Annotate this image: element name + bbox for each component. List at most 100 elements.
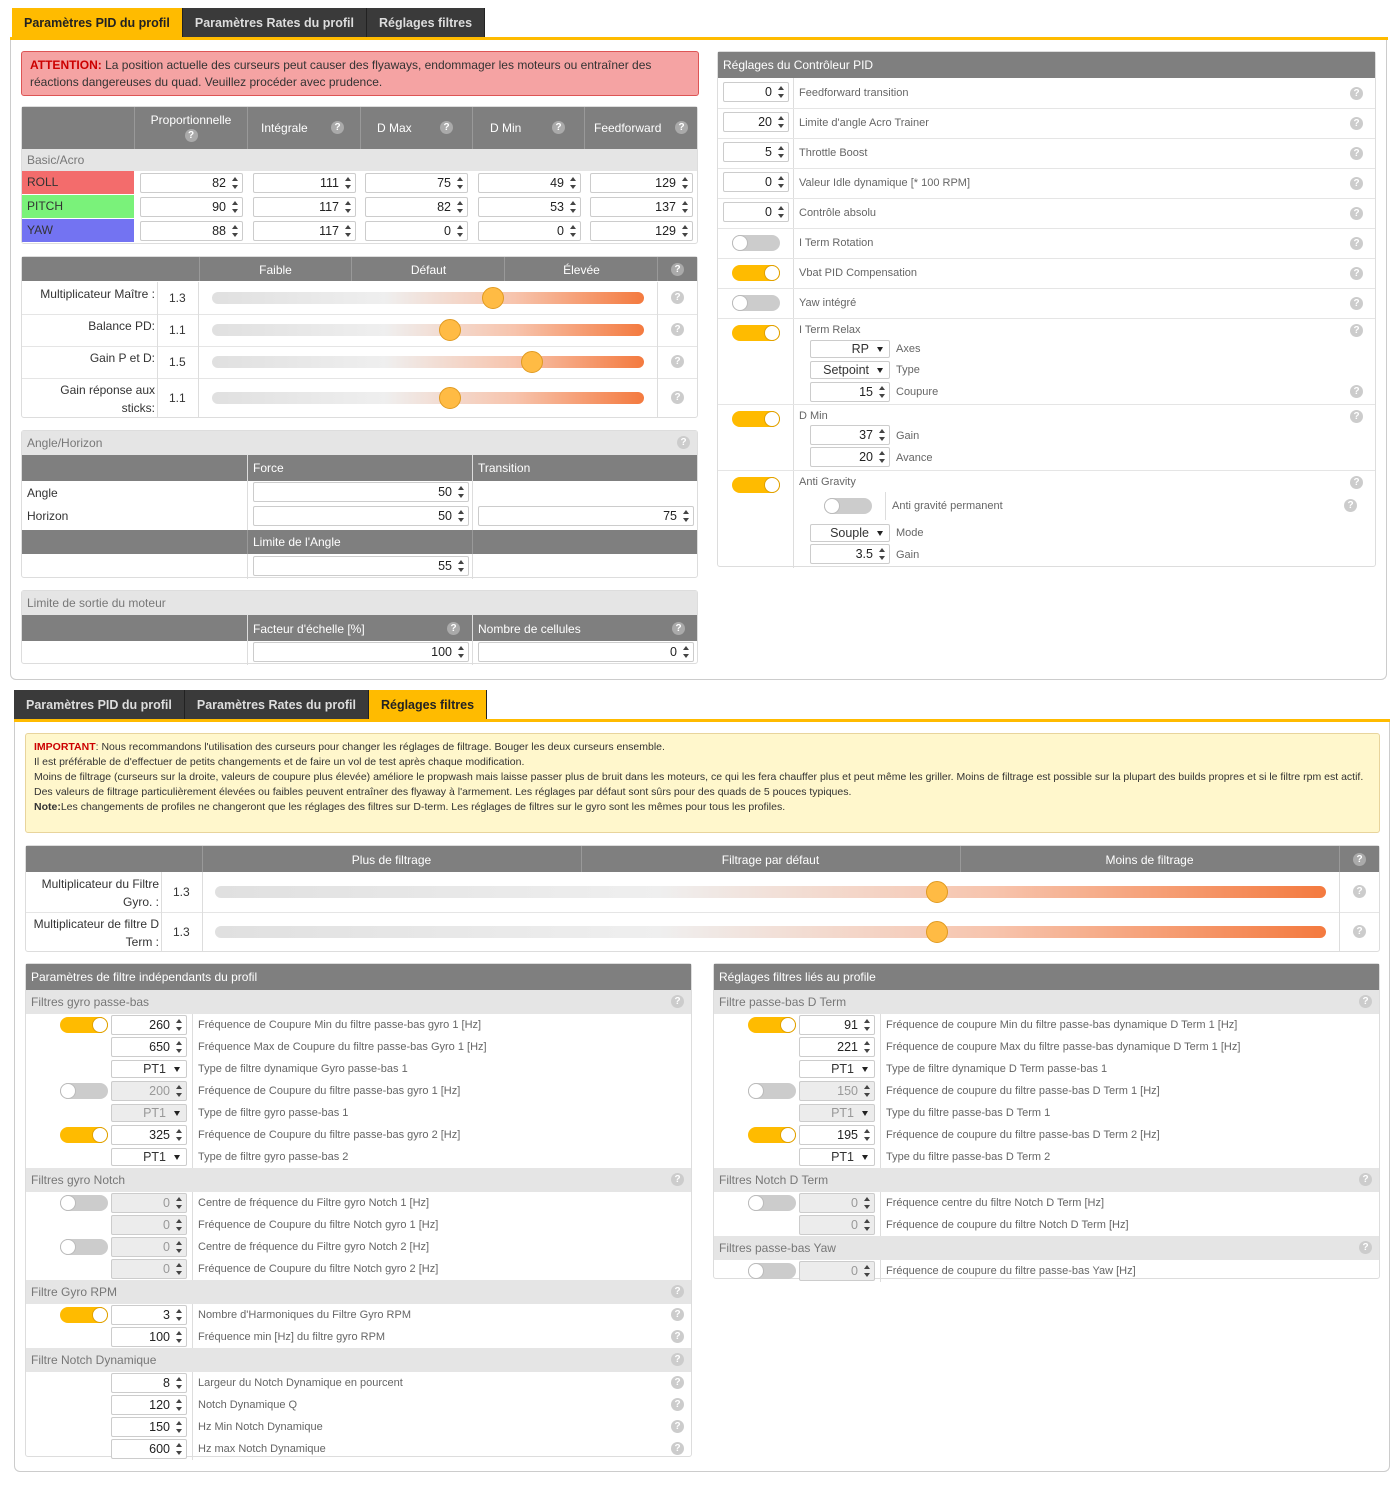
slider-track[interactable] xyxy=(212,356,644,368)
relax-cutoff-input[interactable]: 15 xyxy=(810,382,890,402)
filter-input[interactable]: 260 xyxy=(111,1015,187,1035)
pid-pitch-input[interactable]: 90 xyxy=(140,197,243,217)
filter-input[interactable]: 325 xyxy=(111,1125,187,1145)
cell-count-input[interactable]: 0 xyxy=(478,642,694,662)
slider-track[interactable] xyxy=(212,324,644,336)
ctrl-input[interactable]: 0 xyxy=(723,82,789,102)
ag-mode-select[interactable]: Souple xyxy=(810,524,890,542)
pid-yaw-input[interactable]: 88 xyxy=(140,221,243,241)
horizon-transition-input[interactable]: 75 xyxy=(478,506,694,526)
filter-toggle[interactable] xyxy=(748,1263,796,1279)
help-icon[interactable]: ? xyxy=(1350,410,1363,423)
ctrl-toggle[interactable] xyxy=(732,295,780,311)
filter-input[interactable]: 0 xyxy=(799,1193,875,1213)
help-icon[interactable]: ? xyxy=(1350,324,1363,337)
filter-input[interactable]: 200 xyxy=(111,1081,187,1101)
filter-input[interactable]: 3 xyxy=(111,1305,187,1325)
filter-input[interactable]: 0 xyxy=(799,1261,875,1281)
filter-input[interactable]: 0 xyxy=(111,1237,187,1257)
filter-input[interactable]: 150 xyxy=(799,1081,875,1101)
tab-filters[interactable]: Réglages filtres xyxy=(366,8,486,38)
filter-toggle[interactable] xyxy=(60,1195,108,1211)
filter-toggle[interactable] xyxy=(748,1083,796,1099)
help-icon[interactable]: ? xyxy=(331,121,344,134)
help-icon[interactable]: ? xyxy=(1350,87,1363,100)
slider-handle[interactable] xyxy=(926,921,949,943)
help-icon[interactable]: ? xyxy=(1353,885,1366,898)
filter-toggle[interactable] xyxy=(60,1239,108,1255)
ag-gain-input[interactable]: 3.5 xyxy=(810,544,890,564)
help-icon[interactable]: ? xyxy=(671,1376,684,1389)
help-icon[interactable]: ? xyxy=(1359,995,1372,1008)
slider-track[interactable] xyxy=(212,292,644,304)
filter-input[interactable]: 8 xyxy=(111,1373,187,1393)
pid-pitch-input[interactable]: 137 xyxy=(590,197,693,217)
ctrl-input[interactable]: 0 xyxy=(723,172,789,192)
pid-yaw-input[interactable]: 0 xyxy=(478,221,581,241)
help-icon[interactable]: ? xyxy=(1350,177,1363,190)
help-icon[interactable]: ? xyxy=(1350,207,1363,220)
filter-input[interactable]: 650 xyxy=(111,1037,187,1057)
angle-limit-input[interactable]: 55 xyxy=(253,556,469,576)
filter-toggle[interactable] xyxy=(748,1017,796,1033)
filter-type-select[interactable]: PT1 xyxy=(799,1060,875,1078)
filter-toggle[interactable] xyxy=(60,1127,108,1143)
help-icon[interactable]: ? xyxy=(671,1330,684,1343)
filter-toggle[interactable] xyxy=(748,1127,796,1143)
help-icon[interactable]: ? xyxy=(671,391,684,404)
tab-pid[interactable]: Paramètres PID du profil xyxy=(12,8,183,38)
tab-pid[interactable]: Paramètres PID du profil xyxy=(14,690,185,720)
filter-input[interactable]: 150 xyxy=(111,1417,187,1437)
tab-filters[interactable]: Réglages filtres xyxy=(368,690,488,720)
filter-type-select[interactable]: PT1 xyxy=(111,1060,187,1078)
filter-type-select[interactable]: PT1 xyxy=(111,1148,187,1166)
angle-strength-input[interactable]: 50 xyxy=(253,482,469,502)
filter-input[interactable]: 91 xyxy=(799,1015,875,1035)
help-icon[interactable]: ? xyxy=(1353,853,1366,866)
help-icon[interactable]: ? xyxy=(671,1173,684,1186)
ctrl-input[interactable]: 20 xyxy=(723,112,789,132)
help-icon[interactable]: ? xyxy=(677,436,690,449)
help-icon[interactable]: ? xyxy=(1353,925,1366,938)
filter-input[interactable]: 600 xyxy=(111,1439,187,1459)
help-icon[interactable]: ? xyxy=(671,263,684,276)
pid-roll-input[interactable]: 75 xyxy=(365,173,468,193)
help-icon[interactable]: ? xyxy=(675,121,688,134)
help-icon[interactable]: ? xyxy=(671,1398,684,1411)
pid-pitch-input[interactable]: 53 xyxy=(478,197,581,217)
slider-handle[interactable] xyxy=(520,351,543,373)
anti-gravity-permanent-toggle[interactable] xyxy=(824,498,872,514)
help-icon[interactable]: ? xyxy=(671,355,684,368)
help-icon[interactable]: ? xyxy=(671,1420,684,1433)
help-icon[interactable]: ? xyxy=(671,1285,684,1298)
help-icon[interactable]: ? xyxy=(671,1442,684,1455)
help-icon[interactable]: ? xyxy=(1359,1241,1372,1254)
help-icon[interactable]: ? xyxy=(1350,147,1363,160)
filter-input[interactable]: 100 xyxy=(111,1327,187,1347)
filter-input[interactable]: 0 xyxy=(111,1193,187,1213)
filter-input[interactable]: 0 xyxy=(111,1215,187,1235)
dmin-advance-input[interactable]: 20 xyxy=(810,447,890,467)
help-icon[interactable]: ? xyxy=(1350,117,1363,130)
tab-rates[interactable]: Paramètres Rates du profil xyxy=(182,8,367,38)
dmin-gain-input[interactable]: 37 xyxy=(810,425,890,445)
horizon-strength-input[interactable]: 50 xyxy=(253,506,469,526)
filter-type-select[interactable]: PT1 xyxy=(111,1104,187,1122)
pid-yaw-input[interactable]: 117 xyxy=(253,221,356,241)
ctrl-toggle[interactable] xyxy=(732,265,780,281)
help-icon[interactable]: ? xyxy=(1350,237,1363,250)
pid-pitch-input[interactable]: 82 xyxy=(365,197,468,217)
help-icon[interactable]: ? xyxy=(1359,1173,1372,1186)
pid-yaw-input[interactable]: 129 xyxy=(590,221,693,241)
help-icon[interactable]: ? xyxy=(671,291,684,304)
ctrl-input[interactable]: 5 xyxy=(723,142,789,162)
slider-handle[interactable] xyxy=(438,319,461,341)
help-icon[interactable]: ? xyxy=(671,1353,684,1366)
help-icon[interactable]: ? xyxy=(1350,267,1363,280)
pid-roll-input[interactable]: 129 xyxy=(590,173,693,193)
motor-scale-input[interactable]: 100 xyxy=(253,642,469,662)
help-icon[interactable]: ? xyxy=(1350,297,1363,310)
help-icon[interactable]: ? xyxy=(1344,499,1357,512)
pid-roll-input[interactable]: 111 xyxy=(253,173,356,193)
help-icon[interactable]: ? xyxy=(1350,476,1363,489)
